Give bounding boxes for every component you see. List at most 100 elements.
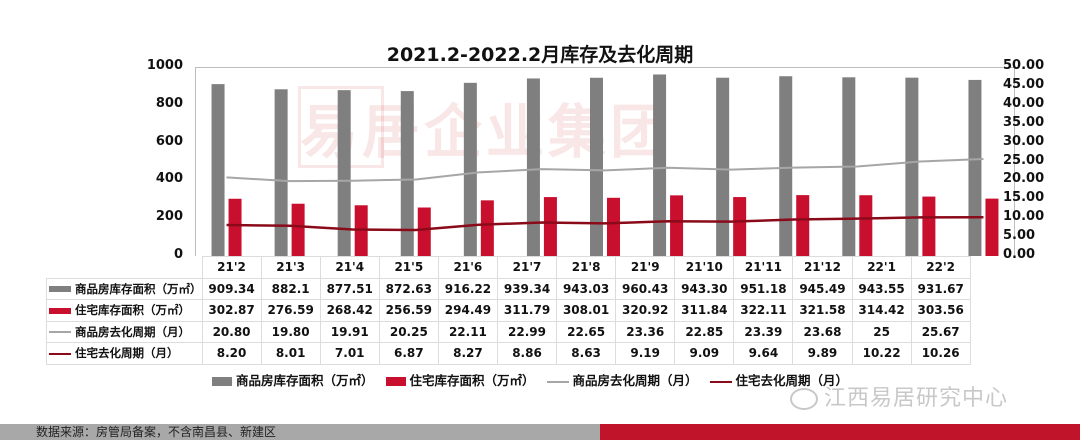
table-cell: 321.58 [792, 299, 853, 322]
table-cell: 23.39 [733, 320, 794, 343]
right-axis-tick-label: 30.00 [1003, 133, 1045, 149]
x-axis-category: 21'11 [733, 256, 794, 279]
table-cell: 951.18 [733, 277, 794, 300]
footer-grey-band [0, 424, 600, 440]
table-cell: 6.87 [378, 342, 439, 365]
right-axis-tick-label: 25.00 [1003, 152, 1045, 168]
table-cell: 9.89 [792, 342, 853, 365]
residential-inventory-bar [228, 198, 242, 256]
right-axis-tick-label: 15.00 [1003, 190, 1045, 206]
residential-inventory-bar [543, 197, 557, 256]
legend-line-swatch-icon [709, 380, 732, 383]
left-axis-tick-label: 600 [155, 133, 183, 149]
legend-item: 住宅去化周期（月） [708, 373, 849, 388]
legend-label: 住宅库存面积（万㎡） [409, 373, 535, 388]
table-cell: 303.56 [910, 299, 971, 322]
table-cell: 909.34 [201, 277, 262, 300]
table-cell: 19.91 [319, 320, 380, 343]
residential-inventory-bar [670, 195, 684, 256]
legend-item: 住宅库存面积（万㎡） [384, 373, 535, 388]
wechat-icon [790, 388, 818, 410]
table-cell: 314.42 [851, 299, 912, 322]
footer-red-band [600, 424, 1080, 440]
table-cell: 8.27 [437, 342, 498, 365]
table-row: 商品房去化周期（月） 20.80 19.80 19.91 20.25 22.11 22.99… [46, 320, 971, 343]
table-corner [47, 257, 203, 279]
table-cell: 23.36 [615, 320, 676, 343]
legend-label: 商品房库存面积（万㎡） [236, 373, 374, 388]
right-axis-tick-label: 0.00 [1003, 247, 1036, 262]
table-cell: 19.80 [260, 320, 321, 343]
table-row-label: 商品房库存面积（万㎡） [46, 277, 203, 300]
table-cell: 294.49 [437, 299, 498, 322]
table-cell: 960.43 [615, 277, 676, 300]
line-swatch-icon [49, 331, 71, 334]
table-cell: 8.63 [556, 342, 617, 365]
table-cell: 877.51 [319, 277, 380, 300]
table-cell: 8.86 [496, 342, 558, 365]
wechat-watermark: 江西易居研究中心 [790, 380, 1008, 412]
data-table: 21'2 21'3 21'4 21'5 21'6 21'7 21'8 21'9 21'10 21'… [46, 256, 971, 365]
chart-legend: 商品房库存面积（万㎡） 住宅库存面积（万㎡） 商品房去化周期（月） 住宅去化周期（月） [210, 370, 858, 389]
table-cell: 8.01 [260, 342, 321, 365]
table-row: 商品房库存面积（万㎡） 909.34 882.1 877.51 872.63 916.22… [46, 277, 971, 300]
x-axis-category: 21'2 [201, 256, 262, 279]
row-label-text: 住宅去化周期（月） [75, 346, 179, 361]
table-cell: 9.64 [733, 342, 794, 365]
table-cell: 22.11 [437, 320, 498, 343]
commercial-inventory-bar [968, 79, 982, 256]
row-label-text: 住宅库存面积（万㎡） [75, 303, 190, 318]
residential-inventory-bar [922, 196, 936, 256]
legend-bar-swatch-icon [385, 377, 406, 386]
table-cell: 945.49 [792, 277, 853, 300]
residential-inventory-bar [985, 198, 999, 256]
footer-bar: 数据来源：房管局备案，不含南昌县、新建区 [0, 424, 1080, 440]
table-cell: 302.87 [201, 299, 262, 322]
residential-inventory-bar [733, 197, 747, 256]
table-row: 住宅去化周期（月） 8.20 8.01 7.01 6.87 8.27 8.86 8.63 9.1… [46, 342, 971, 365]
table-cell: 943.55 [851, 277, 912, 300]
table-cell: 311.84 [674, 299, 735, 322]
residential-inventory-bar [291, 203, 305, 256]
commercial-inventory-bar [211, 84, 225, 257]
x-axis-category: 21'7 [496, 256, 558, 279]
commercial-inventory-bar [653, 74, 667, 256]
commercial-inventory-bar [590, 77, 603, 256]
legend-item: 商品房库存面积（万㎡） [210, 373, 374, 388]
table-row-label: 商品房去化周期（月） [46, 320, 203, 343]
table-cell: 916.22 [437, 277, 498, 300]
legend-label: 商品房去化周期（月） [572, 373, 698, 388]
left-axis-tick-label: 800 [155, 95, 183, 111]
x-axis-category: 22'1 [851, 256, 912, 279]
table-cell: 268.42 [319, 299, 380, 322]
residential-inventory-bar [796, 195, 810, 256]
left-axis-tick-label: 200 [155, 209, 183, 225]
table-cell: 23.68 [792, 320, 853, 343]
right-axis-tick-label: 5.00 [1003, 228, 1036, 244]
table-cell: 276.59 [260, 299, 321, 322]
table-cell: 7.01 [319, 342, 380, 365]
commercial-cycle-line [226, 157, 984, 183]
right-axis-tick-label: 35.00 [1003, 114, 1045, 130]
x-axis-category: 21'8 [556, 256, 617, 279]
table-cell: 20.25 [378, 320, 439, 343]
table-row-label: 住宅去化周期（月） [46, 342, 203, 365]
table-cell: 8.20 [201, 342, 262, 365]
x-axis-category: 22'2 [910, 256, 971, 279]
table-cell: 943.03 [556, 277, 617, 300]
table-cell: 25 [851, 320, 912, 343]
right-axis-tick-label: 45.00 [1003, 76, 1045, 92]
x-axis-category: 21'5 [378, 256, 439, 279]
data-source-note: 数据来源：房管局备案，不含南昌县、新建区 [36, 425, 277, 439]
legend-line-swatch-icon [546, 380, 569, 383]
right-axis-tick-label: 20.00 [1003, 171, 1045, 187]
legend-bar-swatch-icon [212, 377, 232, 386]
legend-label: 住宅去化周期（月） [735, 373, 849, 388]
table-cell: 9.19 [615, 342, 676, 365]
left-axis-tick-label: 1000 [146, 58, 183, 73]
legend-item: 商品房去化周期（月） [545, 373, 698, 388]
residential-cycle-line [226, 215, 984, 232]
watermark-text: 易居企业集团 [300, 98, 673, 166]
x-axis-category: 21'12 [792, 256, 853, 279]
